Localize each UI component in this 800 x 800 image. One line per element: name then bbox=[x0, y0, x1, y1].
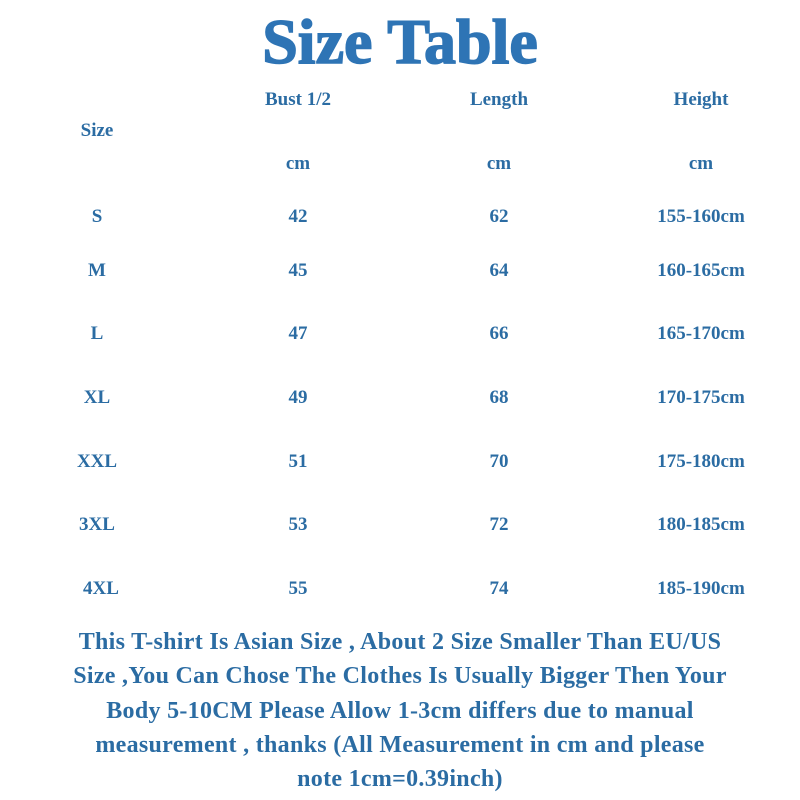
size-header: Size bbox=[80, 120, 114, 141]
height-cell: 165-170cm bbox=[657, 323, 745, 344]
size-cell: 4XL bbox=[83, 578, 119, 599]
height-header: Height bbox=[673, 89, 729, 110]
bust-cell: 49 bbox=[288, 387, 308, 408]
bust-cell: 55 bbox=[288, 578, 308, 599]
length-unit: cm bbox=[486, 153, 512, 174]
length-header: Length bbox=[469, 89, 529, 110]
length-cell: 74 bbox=[489, 578, 509, 599]
height-cell: 185-190cm bbox=[657, 578, 745, 599]
size-cell: XL bbox=[83, 387, 111, 408]
length-cell: 70 bbox=[489, 451, 509, 472]
bust-unit: cm bbox=[285, 153, 311, 174]
note-line: Size ,You Can Chose The Clothes Is Usual… bbox=[73, 663, 727, 690]
length-cell: 66 bbox=[489, 323, 509, 344]
size-cell: M bbox=[88, 260, 106, 281]
note-line: This T-shirt Is Asian Size , About 2 Siz… bbox=[78, 629, 722, 655]
height-unit: cm bbox=[688, 153, 714, 174]
bust-cell: 53 bbox=[288, 514, 308, 535]
bust-header: Bust 1/2 bbox=[265, 89, 331, 110]
note-line: Body 5-10CM Please Allow 1-3cm differs d… bbox=[106, 697, 694, 724]
size-cell: L bbox=[90, 323, 104, 344]
bust-cell: 47 bbox=[288, 323, 308, 344]
note-line: note 1cm=0.39inch) bbox=[297, 766, 503, 793]
height-cell: 170-175cm bbox=[657, 387, 745, 408]
length-cell: 62 bbox=[489, 206, 509, 227]
bust-cell: 51 bbox=[288, 451, 308, 472]
height-cell: 175-180cm bbox=[657, 451, 745, 472]
length-cell: 64 bbox=[489, 260, 509, 281]
length-cell: 72 bbox=[489, 514, 509, 535]
note-line: measurement , thanks (All Measurement in… bbox=[95, 731, 705, 758]
size-cell: XXL bbox=[76, 451, 118, 472]
height-cell: 160-165cm bbox=[657, 260, 745, 281]
length-cell: 68 bbox=[489, 387, 509, 408]
size-cell: 3XL bbox=[79, 514, 115, 535]
size-cell: S bbox=[91, 206, 103, 227]
bust-cell: 42 bbox=[288, 206, 308, 227]
height-cell: 155-160cm bbox=[657, 206, 745, 227]
height-cell: 180-185cm bbox=[657, 514, 745, 535]
page-title: Size Table bbox=[261, 5, 538, 78]
size-note: This T-shirt Is Asian Size , About 2 Siz… bbox=[0, 625, 800, 796]
bust-cell: 45 bbox=[288, 260, 308, 281]
